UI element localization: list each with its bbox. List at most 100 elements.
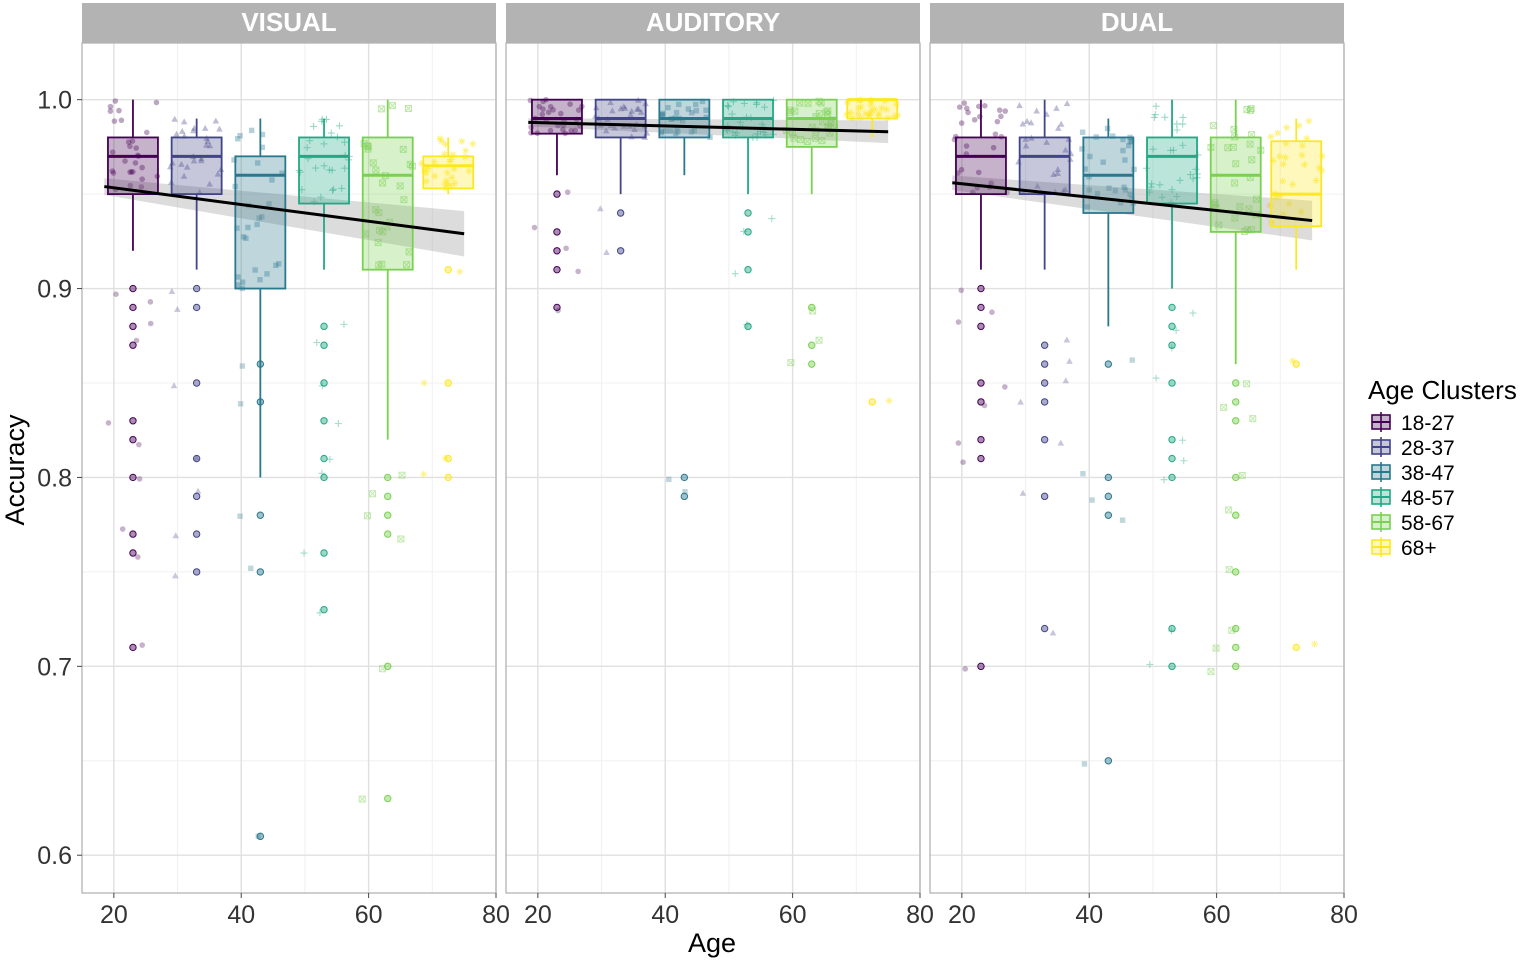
data-point [564, 189, 571, 195]
box-iqr [1018, 136, 1071, 196]
outlier-point [1232, 662, 1240, 671]
data-point [1168, 344, 1176, 352]
outlier-point [1104, 511, 1113, 519]
data-point [329, 186, 337, 194]
data-point [679, 118, 686, 124]
data-point [1179, 113, 1187, 121]
outlier-point [744, 209, 752, 217]
outlier-point [553, 190, 561, 198]
data-point [982, 102, 988, 109]
data-point [955, 440, 962, 446]
data-point [724, 103, 732, 111]
data-point [597, 205, 604, 212]
data-point [243, 235, 249, 241]
outlier-point [1168, 322, 1176, 331]
data-point [1002, 384, 1008, 390]
legend-label: 58-67 [1401, 512, 1455, 535]
data-point [1050, 170, 1057, 177]
y-axis-title: Accuracy [0, 414, 30, 526]
outlier-point [1232, 473, 1240, 482]
data-point [153, 99, 160, 106]
data-point [563, 245, 569, 252]
data-point [1043, 138, 1050, 145]
data-point [1173, 120, 1181, 128]
data-point [231, 157, 237, 163]
outlier-point [129, 417, 137, 425]
trend-line [528, 120, 889, 134]
data-point [197, 157, 205, 164]
data-point [235, 282, 241, 288]
data-point [178, 127, 186, 134]
data-point [424, 165, 432, 173]
outlier-point [320, 549, 328, 557]
data-point [113, 291, 119, 297]
legend: Age Clusters 18-2728-3738-4748-5758-6768… [1368, 375, 1517, 560]
data-point [318, 382, 326, 390]
data-point [992, 131, 999, 137]
data-point [212, 117, 220, 124]
data-point [857, 103, 865, 111]
data-point [868, 107, 876, 115]
data-point [310, 122, 318, 130]
data-point [1209, 122, 1217, 130]
legend-label: 38-47 [1401, 462, 1455, 485]
data-point [328, 166, 336, 174]
data-point [458, 137, 466, 145]
x-tick-label: 20 [524, 901, 552, 929]
outlier-point [1168, 662, 1176, 671]
data-point [312, 164, 320, 172]
data-point [1192, 165, 1200, 173]
data-point [724, 102, 732, 110]
data-point [1023, 117, 1031, 124]
data-point [628, 107, 635, 114]
outlier-point [256, 832, 265, 841]
data-point [1297, 208, 1305, 216]
data-point [417, 160, 425, 168]
data-point [378, 179, 386, 187]
data-point [379, 665, 387, 673]
data-point [340, 320, 348, 328]
data-point [374, 239, 382, 247]
outlier-point [320, 473, 328, 482]
outlier-point [192, 568, 201, 576]
data-point [1125, 142, 1132, 149]
data-point [1170, 146, 1178, 154]
data-point [883, 105, 891, 113]
data-point [1276, 152, 1284, 160]
x-tick-label: 20 [948, 901, 976, 929]
panel-background [82, 43, 496, 893]
data-point [575, 268, 581, 275]
data-point [1066, 357, 1073, 364]
outlier-point [256, 360, 265, 368]
data-point [206, 180, 213, 187]
data-point [1189, 175, 1197, 183]
outlier-point [384, 473, 392, 482]
outlier-point [1040, 341, 1049, 349]
panel-dual: DUAL 20 40 60 80 [929, 3, 1358, 929]
x-tick-label: 80 [906, 901, 934, 929]
data-point [822, 108, 830, 116]
data-point [743, 321, 751, 329]
data-point [139, 176, 145, 182]
box-68+ [846, 98, 899, 138]
data-point [237, 401, 244, 407]
data-point [956, 104, 963, 110]
data-point [892, 100, 900, 108]
data-point [865, 111, 873, 119]
data-point [996, 107, 1003, 113]
data-point [1246, 140, 1254, 148]
data-point [245, 224, 251, 231]
data-point [1245, 205, 1253, 213]
data-point [234, 225, 240, 231]
outlier-point [1168, 473, 1176, 482]
data-point [955, 319, 962, 325]
data-point [1151, 111, 1159, 119]
data-point [136, 476, 143, 482]
data-point [560, 126, 566, 133]
data-point [1129, 357, 1135, 363]
outlier-point [192, 379, 201, 387]
data-point [990, 144, 997, 151]
data-point [1147, 183, 1155, 191]
outlier-point [1232, 417, 1240, 425]
data-point [364, 145, 372, 153]
